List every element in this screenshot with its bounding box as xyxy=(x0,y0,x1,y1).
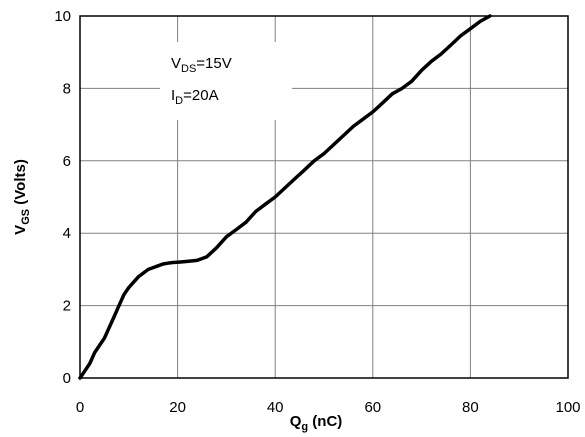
y-tick-label: 8 xyxy=(63,80,71,97)
grid-lines xyxy=(79,15,569,379)
plot-frame xyxy=(79,15,569,379)
x-tick-label: 20 xyxy=(169,399,186,416)
x-tick-label: 40 xyxy=(267,399,284,416)
x-axis-label: Qg (nC) xyxy=(290,413,343,433)
y-axis-label: VGS (Volts) xyxy=(12,159,32,235)
y-tick-label: 0 xyxy=(63,370,71,387)
y-tick-label: 6 xyxy=(63,153,71,170)
x-tick-label: 80 xyxy=(462,399,479,416)
x-tick-label: 100 xyxy=(555,399,580,416)
y-tick-labels: 0 2 4 6 8 10 xyxy=(54,8,71,387)
vgs-vs-qg-curve xyxy=(78,14,492,380)
y-tick-label: 4 xyxy=(63,225,71,242)
x-tick-label: 0 xyxy=(76,399,84,416)
y-tick-label: 10 xyxy=(54,8,71,25)
x-tick-labels: 0 20 40 60 80 100 xyxy=(76,399,581,416)
annotation-background xyxy=(160,42,292,120)
annotation-vds: VDS=15V xyxy=(171,55,232,75)
y-tick-label: 2 xyxy=(63,298,71,315)
annotation-id: ID=20A xyxy=(171,87,219,107)
x-tick-label: 60 xyxy=(364,399,381,416)
